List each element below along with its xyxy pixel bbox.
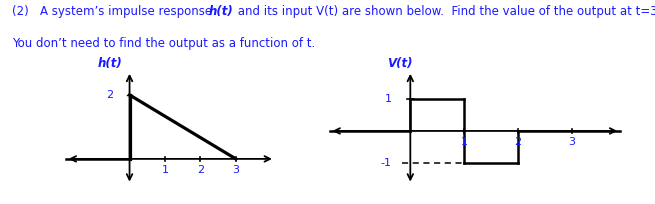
Text: 3: 3	[233, 165, 239, 175]
Text: 2: 2	[197, 165, 204, 175]
Text: 1: 1	[460, 137, 468, 147]
Text: 1: 1	[384, 94, 392, 104]
Text: (2)   A system’s impulse response: (2) A system’s impulse response	[12, 5, 215, 18]
Text: 1: 1	[162, 165, 168, 175]
Text: 2: 2	[107, 90, 113, 100]
Text: h(t): h(t)	[98, 57, 122, 70]
Text: V(t): V(t)	[387, 57, 412, 70]
Text: h(t): h(t)	[208, 5, 233, 18]
Text: -1: -1	[381, 158, 392, 168]
Text: You don’t need to find the output as a function of t.: You don’t need to find the output as a f…	[12, 37, 315, 50]
Text: 2: 2	[514, 137, 521, 147]
Text: and its input V(t) are shown below.  Find the value of the output at t=3.: and its input V(t) are shown below. Find…	[234, 5, 655, 18]
Text: 3: 3	[569, 137, 575, 147]
